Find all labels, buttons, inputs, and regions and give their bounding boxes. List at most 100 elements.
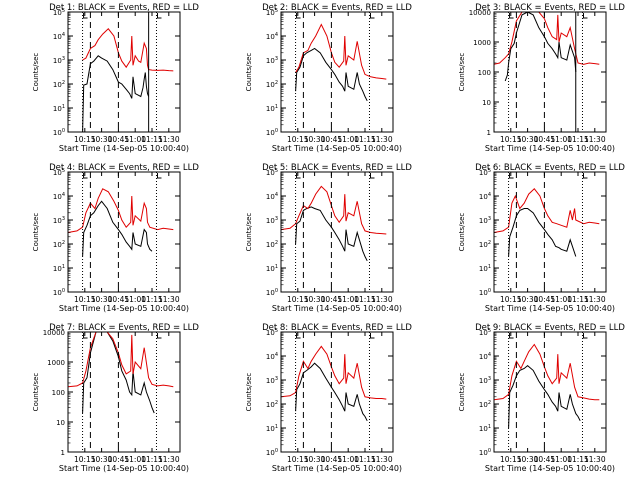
x-tick-label: 11:00 [550, 135, 572, 144]
events-line [508, 364, 581, 429]
lld-line [68, 332, 174, 388]
bracket-mark [296, 173, 301, 179]
x-tick-label: 10:15 [287, 295, 309, 304]
x-tick-label: 10:15 [500, 295, 522, 304]
y-tick-label: 102 [53, 80, 65, 89]
y-tick-label: 105 [53, 168, 65, 177]
bracket-mark [156, 333, 162, 339]
y-tick-label: 101 [266, 424, 278, 433]
y-tick-label: 102 [479, 240, 491, 249]
bracket-mark [156, 13, 162, 19]
x-tick-label: 10:15 [287, 455, 309, 464]
x-axis-label: Start Time (14-Sep-05 10:00:40) [272, 464, 402, 473]
x-tick-label: 11:30 [371, 295, 393, 304]
plot-frame [493, 11, 607, 133]
bracket-mark [369, 173, 375, 179]
y-tick-label: 100 [52, 389, 65, 397]
plot-frame [493, 171, 607, 293]
y-tick-label: 101 [266, 264, 278, 273]
y-tick-label: 100 [53, 288, 65, 297]
y-tick-label: 1000 [473, 39, 491, 47]
bracket-mark [369, 333, 375, 339]
chart-title: Det 7: BLACK = Events, RED = LLD [49, 323, 199, 333]
y-tick-label: 100 [266, 288, 278, 297]
x-tick-label: 11:00 [337, 455, 359, 464]
x-tick-label: 11:00 [124, 455, 146, 464]
bracket-mark [582, 173, 588, 179]
y-tick-label: 104 [266, 352, 278, 361]
lld-line [82, 28, 174, 72]
y-tick-label: 1000 [47, 359, 65, 367]
x-tick-label: 11:15 [141, 295, 163, 304]
y-tick-label: 101 [479, 424, 491, 433]
y-tick-label: 103 [53, 216, 65, 225]
x-tick-label: 11:00 [124, 295, 146, 304]
chart-title: Det 1: BLACK = Events, RED = LLD [49, 3, 199, 13]
y-tick-label: 101 [53, 264, 65, 273]
x-tick-label: 10:45 [108, 295, 130, 304]
plot-frame [67, 171, 181, 293]
y-tick-label: 103 [479, 376, 491, 385]
events-line [508, 208, 577, 257]
x-tick-label: 11:30 [158, 135, 180, 144]
lld-line [295, 23, 387, 80]
y-tick-label: 103 [53, 56, 65, 65]
y-tick-label: 100 [479, 288, 491, 297]
y-tick-label: 10 [56, 419, 65, 427]
x-tick-label: 10:30 [91, 455, 113, 464]
plot-frame [67, 11, 181, 133]
bracket-mark [582, 13, 588, 19]
x-tick-label: 11:30 [158, 455, 180, 464]
plot-frame [280, 11, 394, 133]
y-tick-label: 104 [479, 192, 491, 201]
y-tick-label: 103 [266, 216, 278, 225]
y-axis-label: Counts/sec [245, 53, 253, 92]
x-axis-label: Start Time (14-Sep-05 10:00:40) [272, 144, 402, 153]
x-tick-label: 11:30 [584, 135, 606, 144]
x-tick-label: 10:15 [74, 455, 96, 464]
x-tick-label: 10:30 [91, 295, 113, 304]
chart-title: Det 9: BLACK = Events, RED = LLD [475, 323, 625, 333]
x-tick-label: 10:45 [534, 455, 556, 464]
y-tick-label: 10000 [469, 9, 491, 17]
bracket-mark [509, 13, 514, 19]
x-tick-label: 11:30 [371, 135, 393, 144]
y-tick-label: 100 [479, 448, 491, 457]
bracket-mark [156, 173, 162, 179]
x-tick-label: 10:45 [108, 135, 130, 144]
x-tick-label: 11:15 [141, 455, 163, 464]
y-tick-label: 100 [53, 128, 65, 137]
x-axis-label: Start Time (14-Sep-05 10:00:40) [59, 304, 189, 313]
x-tick-label: 11:15 [567, 135, 589, 144]
y-tick-label: 100 [266, 128, 278, 137]
x-tick-label: 10:30 [304, 455, 326, 464]
events-line [295, 362, 368, 422]
y-tick-label: 105 [53, 8, 65, 17]
x-tick-label: 10:15 [74, 135, 96, 144]
x-tick-label: 10:30 [304, 295, 326, 304]
y-tick-label: 105 [266, 8, 278, 17]
y-tick-label: 104 [53, 192, 65, 201]
y-axis-label: Counts/sec [32, 373, 40, 412]
y-tick-label: 100 [478, 69, 491, 77]
plot-frame [280, 171, 394, 293]
x-tick-label: 10:30 [517, 455, 539, 464]
lld-line [68, 188, 174, 233]
y-tick-label: 104 [53, 32, 65, 41]
lld-line [494, 12, 600, 65]
bracket-mark [83, 333, 88, 339]
x-tick-label: 10:45 [321, 455, 343, 464]
y-tick-label: 104 [266, 192, 278, 201]
y-axis-label: Counts/sec [32, 213, 40, 252]
y-tick-label: 10 [482, 99, 491, 107]
x-axis-label: Start Time (14-Sep-05 10:00:40) [485, 464, 615, 473]
chart-title: Det 4: BLACK = Events, RED = LLD [49, 163, 199, 173]
y-tick-label: 101 [266, 104, 278, 113]
bracket-mark [369, 13, 375, 19]
y-tick-label: 10000 [43, 329, 65, 337]
